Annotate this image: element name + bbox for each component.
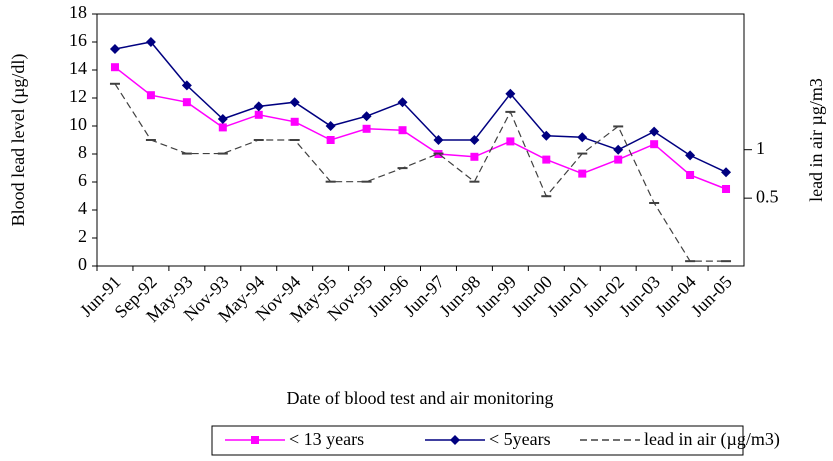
y-tick-label: 2 xyxy=(78,226,87,246)
legend-marker xyxy=(251,436,259,444)
data-point xyxy=(217,114,228,124)
series-line xyxy=(114,66,727,190)
legend-label: < 5years xyxy=(489,429,551,449)
data-point xyxy=(649,126,660,137)
y-tick-label: 16 xyxy=(69,30,87,50)
x-tick-label: Jun-05 xyxy=(687,272,736,321)
data-point xyxy=(470,152,479,161)
data-point xyxy=(398,126,407,135)
data-point xyxy=(254,110,263,119)
series-line xyxy=(114,41,727,173)
data-point xyxy=(686,171,695,179)
y-tick-label: 10 xyxy=(69,114,87,134)
data-point xyxy=(326,136,335,144)
data-point xyxy=(469,135,480,145)
data-point xyxy=(614,155,623,164)
series-line xyxy=(114,83,727,262)
y-tick-label: 14 xyxy=(69,58,87,78)
data-point xyxy=(721,167,732,178)
data-point xyxy=(578,169,587,178)
data-point xyxy=(650,140,659,149)
data-point xyxy=(110,63,119,72)
x-axis-title: Date of blood test and air monitoring xyxy=(287,388,554,408)
y2-tick-label: 0.5 xyxy=(756,186,779,206)
data-point xyxy=(253,101,264,112)
y-tick-label: 0 xyxy=(78,254,87,274)
data-point xyxy=(506,137,515,146)
data-point xyxy=(361,111,372,122)
data-point xyxy=(182,98,191,107)
data-point xyxy=(613,144,624,155)
y-tick-label: 6 xyxy=(78,170,87,190)
data-point xyxy=(542,155,551,164)
data-point xyxy=(290,117,299,126)
legend-marker xyxy=(450,435,460,445)
data-point xyxy=(433,135,444,145)
data-point xyxy=(218,123,227,132)
data-point xyxy=(146,91,155,100)
legend-label: < 13 years xyxy=(289,429,364,449)
data-point xyxy=(722,185,731,193)
data-point xyxy=(289,97,300,108)
y-axis-title: Blood lead level (µg/dl) xyxy=(8,54,29,227)
data-point xyxy=(577,132,588,143)
data-point xyxy=(325,121,336,131)
data-point xyxy=(145,37,156,47)
y2-axis-title: lead in air µg/m3 xyxy=(806,78,826,202)
y-tick-label: 18 xyxy=(69,2,87,22)
y-tick-label: 4 xyxy=(78,198,87,218)
legend-label: lead in air (µg/m3) xyxy=(644,429,780,450)
y-tick-label: 8 xyxy=(78,142,87,162)
data-point xyxy=(541,130,552,141)
data-point xyxy=(181,80,192,91)
y2-tick-label: 1 xyxy=(756,138,765,158)
plot-area xyxy=(96,13,745,267)
data-point xyxy=(685,150,696,161)
data-point xyxy=(505,88,516,99)
data-point xyxy=(109,44,120,54)
data-point xyxy=(362,124,371,133)
y-tick-label: 12 xyxy=(69,86,87,106)
data-point xyxy=(397,97,408,108)
